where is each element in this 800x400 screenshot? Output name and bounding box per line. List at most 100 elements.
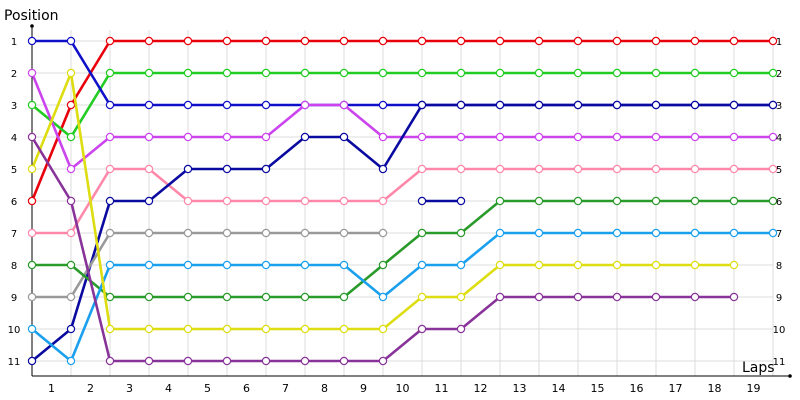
- data-point: [27, 36, 37, 46]
- data-point: [183, 356, 193, 366]
- data-point: [573, 132, 583, 142]
- data-point: [768, 68, 778, 78]
- data-point: [66, 196, 76, 206]
- data-point: [261, 228, 271, 238]
- y-tick-label-right: 7: [776, 229, 782, 240]
- data-point: [27, 292, 37, 302]
- x-tick-label: 13: [513, 382, 527, 395]
- data-point: [222, 356, 232, 366]
- y-tick-label-right: 6: [776, 197, 782, 208]
- data-point: [300, 36, 310, 46]
- data-point: [339, 292, 349, 302]
- data-point: [456, 292, 466, 302]
- data-point: [456, 228, 466, 238]
- data-point: [573, 100, 583, 110]
- y-tick-label-left: 9: [11, 293, 17, 304]
- data-point: [222, 228, 232, 238]
- data-point: [612, 68, 622, 78]
- y-tick-label-right: 3: [776, 101, 782, 112]
- data-point: [222, 196, 232, 206]
- data-point: [66, 68, 76, 78]
- series-1: [27, 68, 778, 142]
- data-point: [66, 100, 76, 110]
- y-tick-label-right: 11: [773, 357, 786, 368]
- data-point: [456, 260, 466, 270]
- data-point: [729, 228, 739, 238]
- data-point: [27, 68, 37, 78]
- data-point: [378, 164, 388, 174]
- data-point: [183, 292, 193, 302]
- y-tick-label-left: 8: [11, 261, 17, 272]
- data-point: [66, 36, 76, 46]
- data-point: [378, 228, 388, 238]
- data-point: [222, 68, 232, 78]
- data-point: [768, 132, 778, 142]
- data-point: [300, 228, 310, 238]
- x-tick-label: 7: [282, 382, 289, 395]
- y-tick-label-left: 5: [11, 165, 17, 176]
- data-point: [495, 68, 505, 78]
- data-point: [612, 292, 622, 302]
- data-point: [339, 356, 349, 366]
- data-point: [144, 164, 154, 174]
- grid: [32, 30, 774, 376]
- series-5: [27, 100, 778, 366]
- data-point: [378, 68, 388, 78]
- data-point: [417, 228, 427, 238]
- data-point: [339, 228, 349, 238]
- data-point: [534, 36, 544, 46]
- series-9: [27, 68, 739, 334]
- series-line: [32, 167, 773, 235]
- series-7: [27, 196, 778, 302]
- data-point: [105, 260, 115, 270]
- data-point: [105, 292, 115, 302]
- data-point: [612, 196, 622, 206]
- data-point: [144, 100, 154, 110]
- data-point: [300, 196, 310, 206]
- x-tick-label: 6: [243, 382, 250, 395]
- data-point: [573, 36, 583, 46]
- data-point: [261, 324, 271, 334]
- data-point: [495, 100, 505, 110]
- data-point: [690, 260, 700, 270]
- data-point: [417, 196, 427, 206]
- data-point: [183, 36, 193, 46]
- data-point: [768, 164, 778, 174]
- series-0: [27, 36, 778, 206]
- data-point: [222, 260, 232, 270]
- y-tick-label-left: 6: [11, 197, 17, 208]
- data-point: [144, 132, 154, 142]
- data-point: [612, 164, 622, 174]
- x-tick-label: 14: [552, 382, 566, 395]
- data-point: [651, 260, 661, 270]
- data-point: [651, 36, 661, 46]
- data-point: [768, 228, 778, 238]
- data-point: [495, 36, 505, 46]
- data-point: [27, 196, 37, 206]
- y-tick-label-right: 5: [776, 165, 782, 176]
- data-point: [300, 68, 310, 78]
- data-point: [573, 164, 583, 174]
- data-point: [651, 292, 661, 302]
- data-point: [456, 196, 466, 206]
- data-point: [261, 260, 271, 270]
- data-point: [66, 292, 76, 302]
- data-point: [378, 132, 388, 142]
- data-point: [690, 164, 700, 174]
- data-point: [534, 260, 544, 270]
- data-point: [339, 36, 349, 46]
- data-point: [144, 36, 154, 46]
- data-point: [729, 132, 739, 142]
- x-tick-label: 18: [708, 382, 722, 395]
- data-point: [690, 36, 700, 46]
- data-point: [105, 100, 115, 110]
- y-tick-label-right: 4: [776, 133, 782, 144]
- y-tick-label-left: 10: [8, 325, 21, 336]
- series-line: [32, 199, 773, 299]
- data-point: [27, 260, 37, 270]
- data-point: [144, 228, 154, 238]
- data-point: [300, 292, 310, 302]
- data-point: [222, 100, 232, 110]
- data-point: [690, 68, 700, 78]
